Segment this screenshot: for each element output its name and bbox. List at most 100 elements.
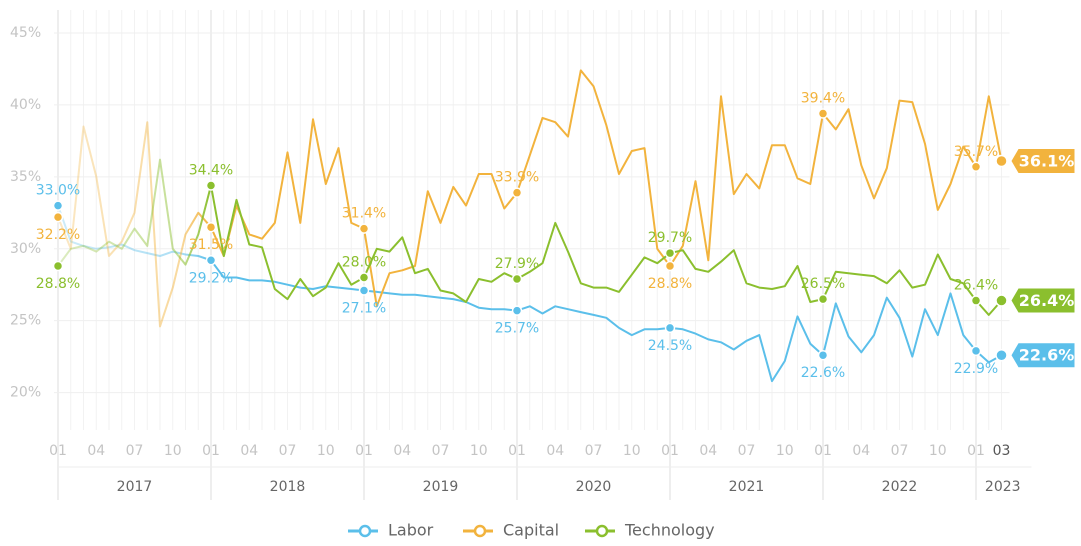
x-tick-label: 10 (929, 443, 947, 459)
data-point (205, 221, 217, 233)
x-tick-label: 04 (852, 443, 870, 459)
data-label: 24.5% (648, 338, 692, 354)
data-point (664, 260, 676, 272)
legend-label: Technology (624, 521, 715, 540)
legend-marker (595, 524, 609, 538)
data-point (511, 273, 523, 285)
data-label: 27.1% (342, 300, 386, 316)
x-tick-label: 04 (87, 443, 105, 459)
data-point (664, 247, 676, 259)
data-point (511, 187, 523, 198)
x-tick-label: 07 (738, 443, 756, 459)
data-point (817, 349, 829, 361)
x-tick-label: 01 (508, 443, 526, 459)
x-tick-label: 04 (546, 443, 564, 459)
data-label: 32.2% (36, 227, 80, 243)
x-tick-label: 01 (202, 443, 220, 459)
y-tick-label: 30% (10, 241, 41, 257)
data-label: 31.4% (342, 206, 386, 222)
end-badge (1011, 288, 1075, 313)
y-tick-label: 45% (10, 25, 41, 41)
x-tick-label: 03 (993, 443, 1011, 459)
data-label: 25.7% (495, 321, 539, 337)
x-tick-label: 01 (661, 443, 679, 459)
x-tick-label: 04 (393, 443, 411, 459)
end-badge (1011, 149, 1075, 174)
x-tick-label: 10 (317, 443, 335, 459)
legend-label: Capital (503, 521, 559, 540)
series-line (57, 69, 1003, 328)
x-tick-label: 01 (967, 443, 985, 459)
x-group-label: 2023 (985, 479, 1021, 495)
data-point (52, 260, 64, 272)
end-label: 22.6% (1019, 346, 1075, 365)
x-group-label: 2017 (117, 479, 153, 495)
x-tick-label: 01 (355, 443, 373, 459)
data-point (970, 345, 982, 357)
x-tick-label: 07 (279, 443, 297, 459)
data-point (970, 161, 982, 173)
data-point (995, 348, 1008, 362)
x-tick-label: 10 (776, 443, 794, 459)
data-label: 28.0% (342, 255, 386, 271)
data-point (970, 295, 982, 306)
data-label: 26.4% (954, 278, 998, 294)
y-tick-label: 35% (10, 169, 41, 185)
x-group-label: 2019 (423, 479, 459, 495)
data-label: 33.0% (36, 183, 80, 199)
y-tick-label: 40% (10, 97, 41, 113)
x-group-label: 2018 (270, 479, 306, 495)
x-tick-label: 10 (623, 443, 641, 459)
x-tick-label: 04 (240, 443, 258, 459)
x-tick-label: 10 (470, 443, 488, 459)
data-label: 26.5% (801, 276, 845, 292)
end-label: 26.4% (1019, 291, 1075, 310)
data-point (52, 211, 64, 223)
x-group-label: 2022 (882, 479, 918, 495)
x-tick-label: 01 (814, 443, 832, 459)
data-label: 35.7% (954, 144, 998, 160)
x-group-label: 2021 (729, 479, 765, 495)
data-label: 29.7% (648, 230, 692, 246)
x-tick-label: 07 (585, 443, 603, 459)
data-label: 28.8% (36, 276, 80, 292)
data-label: 27.9% (495, 256, 539, 272)
legend-marker (358, 524, 372, 538)
data-label: 28.8% (648, 276, 692, 292)
data-point (511, 305, 523, 316)
data-label: 33.9% (495, 170, 539, 186)
data-point (995, 154, 1008, 168)
data-label: 22.6% (801, 365, 845, 381)
x-tick-label: 07 (432, 443, 450, 459)
data-label: 34.4% (189, 162, 233, 178)
x-tick-label: 07 (891, 443, 909, 459)
legend-label: Labor (388, 521, 434, 540)
data-label: 22.9% (954, 361, 998, 377)
data-label: 29.2% (189, 270, 233, 286)
legend-marker (473, 524, 487, 538)
y-tick-label: 20% (10, 385, 41, 401)
data-point (205, 255, 217, 266)
data-label: 39.4% (801, 91, 845, 107)
x-tick-label: 07 (126, 443, 144, 459)
data-point (358, 285, 370, 296)
x-group-label: 2020 (576, 479, 612, 495)
data-point (358, 272, 370, 283)
data-label: 31.5% (189, 237, 233, 253)
data-point (52, 200, 64, 211)
series-line (57, 158, 1003, 316)
data-point (817, 293, 829, 305)
data-point (205, 180, 217, 191)
x-tick-label: 04 (699, 443, 717, 459)
x-tick-label: 10 (164, 443, 182, 459)
x-tick-label: 01 (49, 443, 67, 459)
end-label: 36.1% (1019, 152, 1075, 171)
series-line (57, 205, 1002, 383)
data-point (995, 294, 1008, 307)
data-point (817, 108, 829, 119)
data-point (358, 223, 370, 234)
data-point (664, 322, 676, 334)
end-badge (1011, 343, 1075, 368)
y-tick-label: 25% (10, 313, 41, 329)
